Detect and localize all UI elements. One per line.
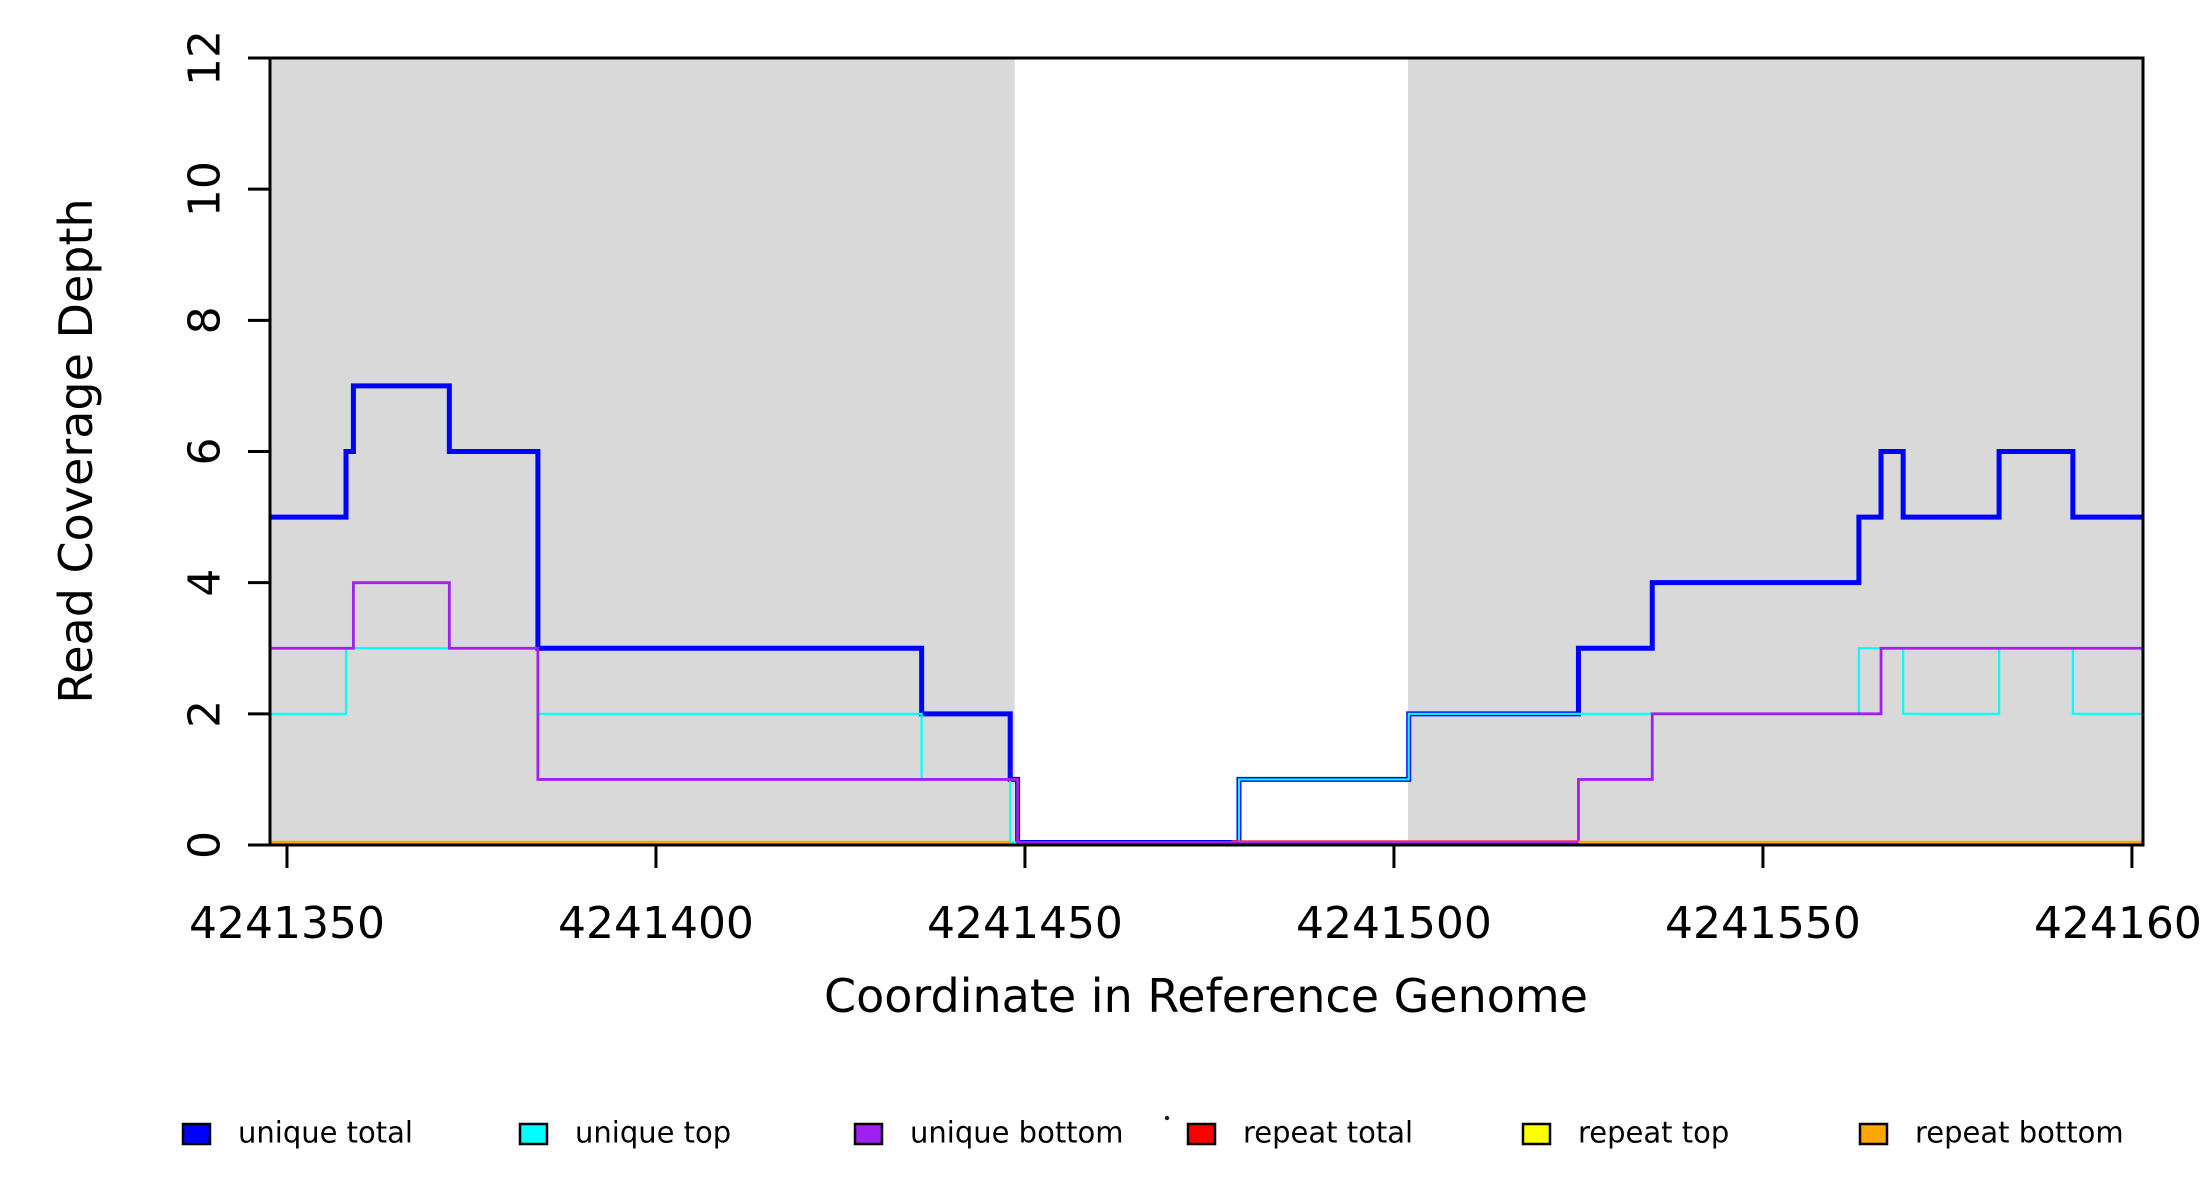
legend: unique total unique top unique bottom repea… [181,1115,2124,1150]
x-axis-title: Coordinate in Reference Genome [824,969,1588,1023]
legend-swatch [181,1122,212,1146]
x-tick-label: 4241550 [1665,898,1861,949]
y-tick-label: 8 [180,306,231,334]
legend-label: unique total [238,1116,413,1150]
legend-label: unique bottom [910,1116,1124,1150]
legend-entry: unique total [181,1116,413,1150]
legend-entry: repeat top [1521,1116,1729,1150]
legend-swatch [1858,1122,1889,1146]
legend-label: unique top [575,1116,731,1150]
legend-label: repeat total [1243,1116,1413,1150]
legend-entry: repeat bottom [1858,1116,2124,1150]
legend-label: repeat bottom [1915,1116,2124,1150]
y-tick-label: 6 [180,438,231,466]
x-tick-label: 4241600 [2034,898,2200,949]
shaded-regions-layer [270,58,2143,845]
x-tick-label: 4241350 [189,898,385,949]
y-tick-label: 0 [180,831,231,859]
y-axis-title: Read Coverage Depth [49,198,103,703]
legend-swatch [853,1122,884,1146]
y-tick-label: 2 [180,700,231,728]
legend-entry: unique bottom [853,1116,1124,1150]
y-tick-label: 10 [180,161,231,217]
series-unique-bottom [270,581,2143,844]
x-tick-label: 4241500 [1296,898,1492,949]
stray-point-artifact [1164,1115,1170,1121]
legend-swatch [518,1122,549,1146]
legend-entry: unique top [518,1116,731,1150]
shaded-region [270,58,1015,845]
axis-tick-labels-layer: 0 2 4 6 8 10 12 4241350 4241400 4241450 4241500 424… [180,30,2200,949]
x-tick-label: 4241400 [558,898,754,949]
y-tick-label: 12 [180,30,231,86]
legend-swatch [1521,1122,1552,1146]
legend-label: repeat top [1578,1116,1729,1150]
axis-ticks-layer [248,56,2134,868]
legend-entry: repeat total [1186,1116,1413,1150]
y-tick-label: 4 [180,569,231,597]
x-tick-label: 4241450 [927,898,1123,949]
legend-swatch [1186,1122,1217,1146]
series-layer [270,383,2143,845]
